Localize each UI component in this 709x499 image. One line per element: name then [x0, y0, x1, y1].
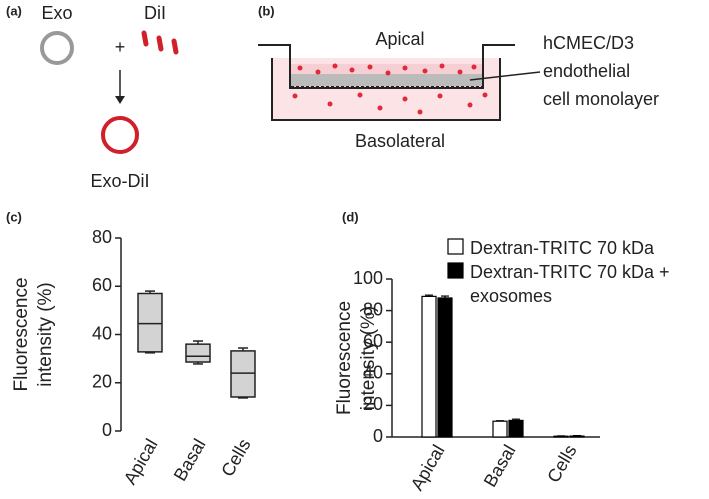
cell-layer: [291, 74, 482, 86]
arrow-head: [115, 96, 125, 104]
y-axis-label: Fluorescence: [11, 277, 32, 391]
y-tick-label: 60: [363, 331, 383, 351]
y-tick-label: 60: [92, 275, 112, 295]
panel-label: (d): [342, 209, 359, 224]
label: Apical: [375, 29, 424, 49]
x-tick-label: Basal: [170, 435, 210, 484]
legend-swatch: [447, 262, 464, 279]
bar: [437, 297, 453, 438]
bar: [421, 295, 437, 438]
well: [271, 58, 501, 121]
x-tick-label: Apical: [407, 441, 449, 493]
bar: [492, 420, 508, 438]
y-axis-label: intensity (%): [35, 282, 56, 387]
legend-label: Dextran-TRITC 70 kDa: [470, 238, 655, 258]
box: [230, 350, 256, 398]
label: DiI: [144, 3, 166, 23]
exo-dil-icon: [101, 116, 139, 154]
legend-swatch: [447, 238, 464, 255]
y-tick-label: 0: [373, 426, 383, 446]
label: hCMEC/D3: [543, 33, 634, 53]
y-tick-label: 80: [92, 227, 112, 247]
exo-icon: [40, 31, 74, 65]
label: Exo-DiI: [90, 171, 149, 191]
x-tick-label: Apical: [120, 435, 162, 487]
x-tick-label: Cells: [543, 441, 580, 486]
label: +: [115, 37, 126, 57]
label: endothelial: [543, 61, 630, 81]
y-tick-label: 0: [102, 420, 112, 440]
y-axis-label: intensity (%): [358, 306, 379, 411]
dil-icon: [141, 30, 179, 55]
bar: [569, 435, 585, 438]
y-tick-label: 20: [363, 394, 383, 414]
bar: [508, 419, 524, 438]
box: [185, 343, 211, 363]
panel-label: (c): [6, 209, 22, 224]
y-tick-label: 40: [363, 363, 383, 383]
box: [137, 292, 163, 353]
panel-label: (b): [258, 3, 275, 18]
panel-label: (a): [6, 3, 22, 18]
legend-label: Dextran-TRITC 70 kDa + exosomes: [470, 262, 670, 306]
y-tick-label: 40: [92, 323, 112, 343]
label: Exo: [41, 3, 72, 23]
pointer: [469, 71, 541, 81]
x-tick-label: Basal: [480, 441, 520, 490]
label: Basolateral: [355, 131, 445, 151]
y-tick-label: 100: [353, 268, 383, 288]
label: cell monolayer: [543, 89, 659, 109]
y-axis-label: Fluorescence: [334, 301, 355, 415]
y-tick-label: 80: [363, 299, 383, 319]
x-tick-label: Cells: [217, 435, 254, 480]
particles: [292, 63, 488, 115]
y-tick-label: 20: [92, 372, 112, 392]
